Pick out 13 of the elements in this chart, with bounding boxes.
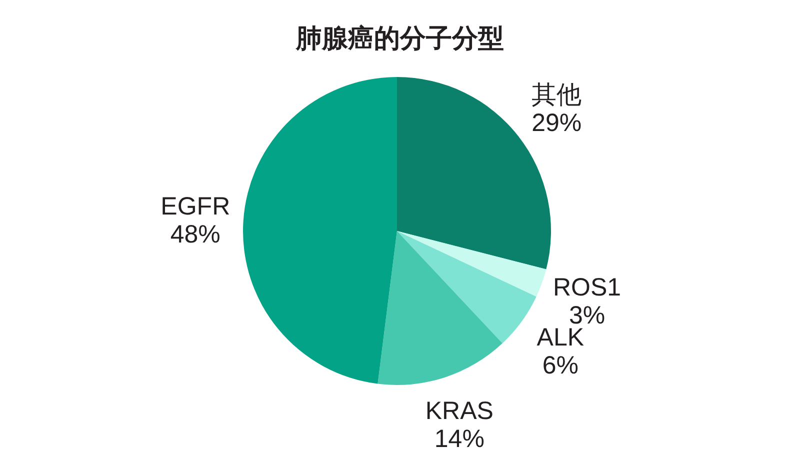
data-label: 14% <box>434 425 484 454</box>
slice-label: ROS1 <box>553 273 622 302</box>
data-label: 29% <box>532 109 582 138</box>
slice-label: 其他 <box>532 81 582 110</box>
slice-label: KRAS <box>425 397 494 426</box>
data-label: 48% <box>170 220 220 248</box>
chart-title: 肺腺癌的分子分型 <box>294 22 505 54</box>
pie-slice <box>243 77 397 384</box>
slice-label: EGFR <box>160 192 230 220</box>
pie-slice <box>397 231 536 344</box>
data-label: 6% <box>542 352 578 380</box>
pie-slice <box>378 231 502 385</box>
pie-slice <box>397 231 546 297</box>
